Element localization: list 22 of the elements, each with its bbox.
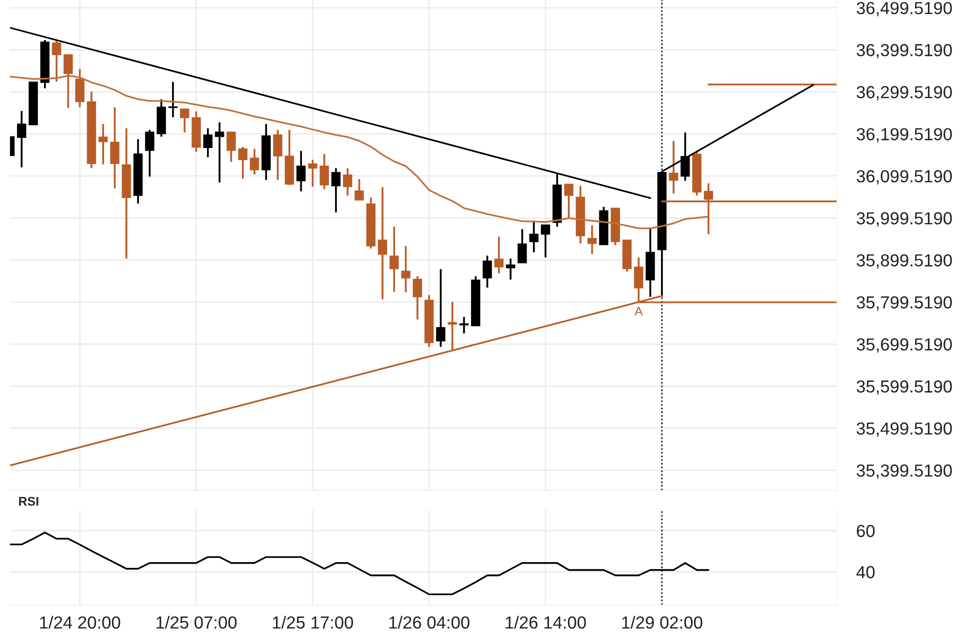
y-tick-label: 36,099.5190 [856,170,952,184]
x-tick-label: 1/26 04:00 [389,616,470,629]
y-tick-label: 35,499.5190 [856,422,952,437]
chart-title: RSI [19,496,38,506]
x-tick-label: 1/25 07:00 [156,616,237,629]
y-tick-label: 36,399.5190 [856,44,952,58]
y-tick-label: 35,599.5190 [856,380,952,395]
y-tick-label: 35,799.5190 [856,296,952,311]
y-tick-label: 60 [856,524,875,538]
y-tick-label: 36,199.5190 [856,128,952,142]
x-tick-label: 1/25 17:00 [272,616,354,629]
x-tick-label: 1/26 14:00 [506,616,586,629]
y-tick-label: 35,999.5190 [856,212,952,227]
y-tick-label: 40 [856,566,875,578]
y-tick-label: 35,899.5190 [856,254,952,269]
x-tick-label: 1/24 20:00 [40,616,120,629]
y-tick-label: 35,399.5190 [856,464,952,479]
y-tick-label: 36,299.5190 [856,86,952,100]
x-tick-label: 1/29 02:00 [622,616,702,629]
y-tick-label: 36,499.5190 [856,2,952,16]
y-tick-label: 35,699.5190 [856,338,952,353]
annotation: A [634,306,643,316]
